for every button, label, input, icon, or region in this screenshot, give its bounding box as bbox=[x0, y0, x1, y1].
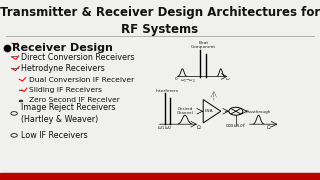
Text: RF Systems: RF Systems bbox=[121, 22, 199, 35]
Text: LNA: LNA bbox=[205, 109, 214, 113]
Text: Transmitter & Receiver Design Architectures for: Transmitter & Receiver Design Architectu… bbox=[0, 6, 320, 19]
Bar bbox=[19, 100, 22, 101]
Text: Sliding IF Receivers: Sliding IF Receivers bbox=[29, 87, 102, 93]
Text: Zero Second IF Receiver: Zero Second IF Receiver bbox=[29, 97, 120, 103]
Text: 0: 0 bbox=[175, 77, 177, 82]
Text: $\omega_1{-}\omega_2$: $\omega_1{-}\omega_2$ bbox=[180, 77, 196, 85]
Text: $\cos\omega_{LO}t$: $\cos\omega_{LO}t$ bbox=[225, 122, 246, 130]
Text: Dual Conversion IF Receiver: Dual Conversion IF Receiver bbox=[29, 76, 134, 83]
Text: Direct Conversion Receivers: Direct Conversion Receivers bbox=[21, 53, 134, 62]
Text: Desired
Channel: Desired Channel bbox=[177, 107, 193, 115]
Text: $\omega_2$: $\omega_2$ bbox=[164, 124, 172, 132]
Text: Image Reject Receivers
(Hartley & Weaver): Image Reject Receivers (Hartley & Weaver… bbox=[21, 103, 115, 124]
Text: $\Omega$: $\Omega$ bbox=[196, 123, 201, 131]
Text: $\omega$: $\omega$ bbox=[225, 76, 230, 82]
Text: Interferers: Interferers bbox=[156, 89, 179, 93]
Text: Low IF Receivers: Low IF Receivers bbox=[21, 131, 87, 140]
Text: Passthrough: Passthrough bbox=[246, 110, 271, 114]
Bar bbox=[0, 173, 320, 180]
Text: Beat
Component: Beat Component bbox=[191, 41, 216, 49]
Text: $\Omega$: $\Omega$ bbox=[266, 123, 272, 131]
Text: Hetrodyne Receivers: Hetrodyne Receivers bbox=[21, 64, 105, 73]
Text: Receiver Design: Receiver Design bbox=[12, 43, 113, 53]
Text: $\omega_1$: $\omega_1$ bbox=[157, 124, 164, 132]
